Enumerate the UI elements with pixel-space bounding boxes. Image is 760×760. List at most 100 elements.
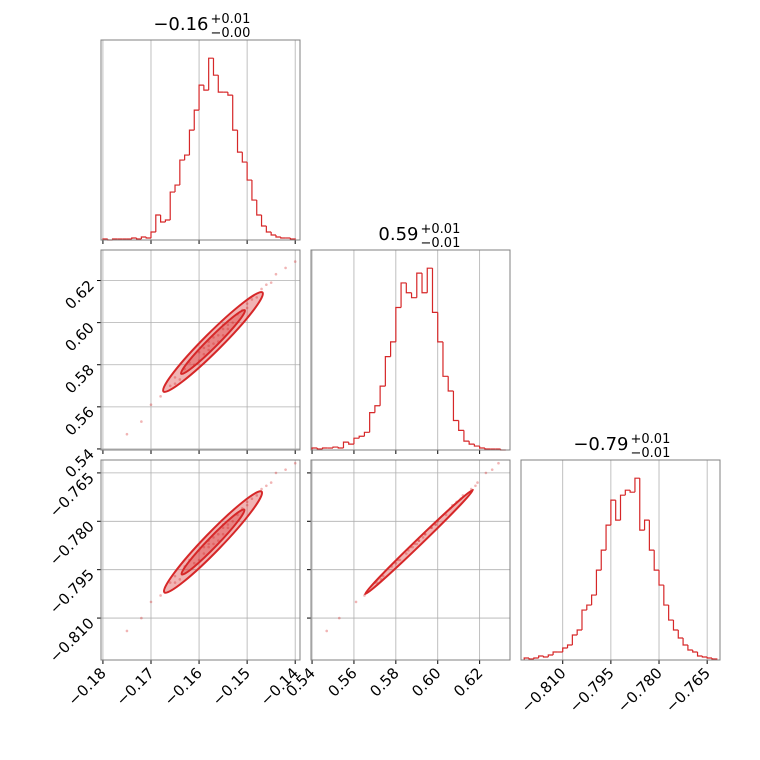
histogram-bin (452, 391, 459, 422)
histogram-bin (208, 57, 214, 91)
y-tick-label: 0.58 (61, 361, 97, 397)
sample-point (212, 342, 215, 345)
sample-point (216, 532, 220, 536)
histogram-bin (447, 376, 454, 392)
histogram-bin (236, 130, 243, 153)
sample-point (192, 561, 196, 565)
sample-point (274, 272, 278, 276)
sample-point (245, 306, 249, 310)
histogram-bin (155, 214, 161, 233)
histogram-bin (400, 282, 407, 308)
histogram-bin (321, 447, 328, 450)
histogram-bin (605, 524, 611, 551)
x-tick-label: −0.16 (161, 664, 206, 709)
histogram-bin (212, 58, 219, 76)
y-tick-label: −0.810 (46, 614, 98, 666)
sample-point (173, 376, 177, 379)
panel-frame (310, 459, 511, 661)
x-tick-label: −0.765 (662, 664, 714, 716)
histogram-bin (280, 237, 286, 239)
sample-point (207, 542, 210, 546)
histogram-bin (552, 651, 558, 656)
histogram-bin (131, 237, 137, 240)
sample-point (226, 323, 230, 327)
sample-point (265, 484, 268, 488)
histogram-bin (342, 441, 349, 449)
sample-point (149, 600, 153, 604)
x-tick-label: −0.17 (113, 664, 158, 709)
histogram-bin (227, 92, 233, 96)
histogram-bin (135, 238, 142, 240)
histogram-bin (663, 585, 669, 606)
histogram-bin (405, 282, 412, 294)
sample-point (173, 581, 177, 584)
sample-point (476, 481, 479, 484)
sample-point (231, 519, 235, 523)
x-tick-label: 0.58 (366, 664, 402, 700)
histogram-bin (179, 159, 185, 186)
histogram-bin (256, 200, 262, 216)
histogram-bin (260, 215, 267, 227)
sample-point (168, 581, 172, 584)
histogram-bin (463, 430, 470, 442)
histogram-bin (442, 341, 449, 377)
x-tick-label: 0.56 (324, 664, 360, 700)
sample-point (284, 266, 287, 270)
histogram-bin (251, 180, 257, 201)
histogram-bin (348, 442, 354, 445)
sample-point (417, 539, 421, 542)
panel-frame (520, 459, 721, 661)
y-tick-label: 0.62 (61, 277, 97, 313)
sample-point (202, 346, 206, 350)
contour (179, 308, 247, 376)
sample-point (226, 523, 230, 526)
panel-frame (310, 249, 511, 451)
sample-point (173, 382, 177, 385)
histogram-bin (316, 448, 323, 450)
histogram-bin (164, 219, 171, 223)
histogram-bin (547, 654, 554, 658)
sample-point (197, 350, 201, 354)
sample-point (202, 352, 206, 356)
histogram-bin (458, 420, 464, 431)
histogram-bin (421, 273, 428, 294)
histogram-bin (576, 629, 582, 636)
contour (162, 490, 264, 594)
sample-point (250, 497, 254, 501)
histogram-bin (566, 644, 573, 649)
histogram-bin (358, 435, 365, 439)
histogram-bin (468, 441, 475, 445)
histogram-bin (353, 437, 360, 445)
histogram-bin (232, 95, 238, 131)
histogram-bin (528, 658, 534, 660)
histogram-bin (701, 656, 708, 658)
sample-point (260, 487, 263, 491)
histogram-bin (246, 162, 252, 181)
histogram-bin (615, 500, 621, 521)
histogram-bin (668, 605, 674, 621)
sample-point (168, 384, 172, 388)
histogram-bin (677, 630, 684, 639)
sample-point (284, 468, 287, 471)
x-tick-label: −0.795 (566, 664, 618, 716)
sample-point (245, 503, 249, 507)
histogram-bin (643, 519, 650, 531)
histogram-bin (270, 232, 276, 236)
histogram-bin (600, 549, 607, 571)
histogram-bin (160, 215, 166, 223)
histogram-bin (624, 489, 631, 496)
histogram-bin (672, 620, 679, 631)
sample-point (474, 484, 477, 488)
histogram-bin (562, 647, 568, 653)
y-tick-label: −0.795 (46, 566, 98, 618)
sample-point (381, 574, 385, 578)
title-lower: −0.01 (421, 236, 461, 251)
sample-point (226, 327, 230, 331)
histogram-bin (634, 477, 640, 493)
histogram-bin (332, 446, 339, 449)
title-upper: +0.01 (211, 12, 251, 27)
histogram-bin (384, 356, 391, 387)
sample-point (216, 539, 220, 542)
sample-point (255, 494, 259, 497)
histogram-bin (198, 84, 204, 111)
